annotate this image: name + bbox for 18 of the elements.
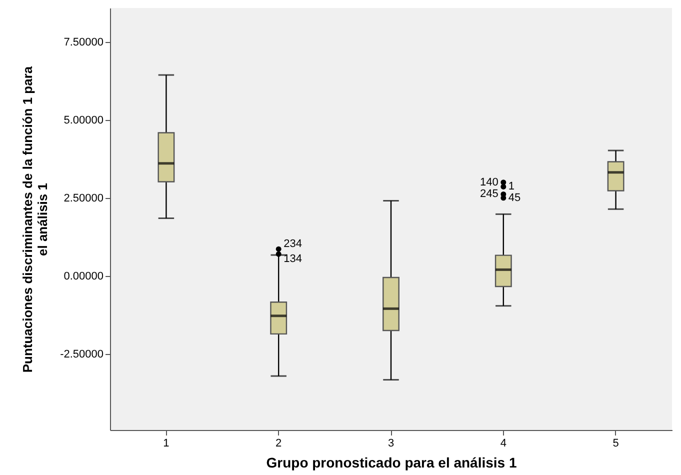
x-tick-label: 1 (163, 438, 170, 450)
y-tick-label: 7.50000 (64, 36, 104, 48)
x-tick-label: 4 (500, 438, 506, 450)
x-tick-label: 5 (612, 438, 619, 450)
y-tick-label: 0.00000 (64, 270, 104, 282)
annotation: 234 (284, 238, 302, 250)
x-tick-label: 3 (388, 438, 394, 450)
y-tick-label: -2.50000 (60, 348, 104, 360)
y-axis-title: Puntuaciones discriminantes de la función 1 para el análisis 1 (20, 66, 50, 373)
annotation: 1 (508, 180, 515, 193)
annotation: 134 (284, 253, 302, 266)
annotation: 140 (480, 176, 498, 188)
annotation: 45 (508, 192, 521, 204)
x-tick-label: 2 (276, 438, 282, 450)
annotation: 245 (480, 188, 498, 200)
y-tick-label: 2.50000 (64, 192, 104, 204)
y-tick-label: 5.00000 (64, 114, 104, 126)
x-axis-title: Grupo pronosticado para el análisis 1 (266, 454, 517, 470)
